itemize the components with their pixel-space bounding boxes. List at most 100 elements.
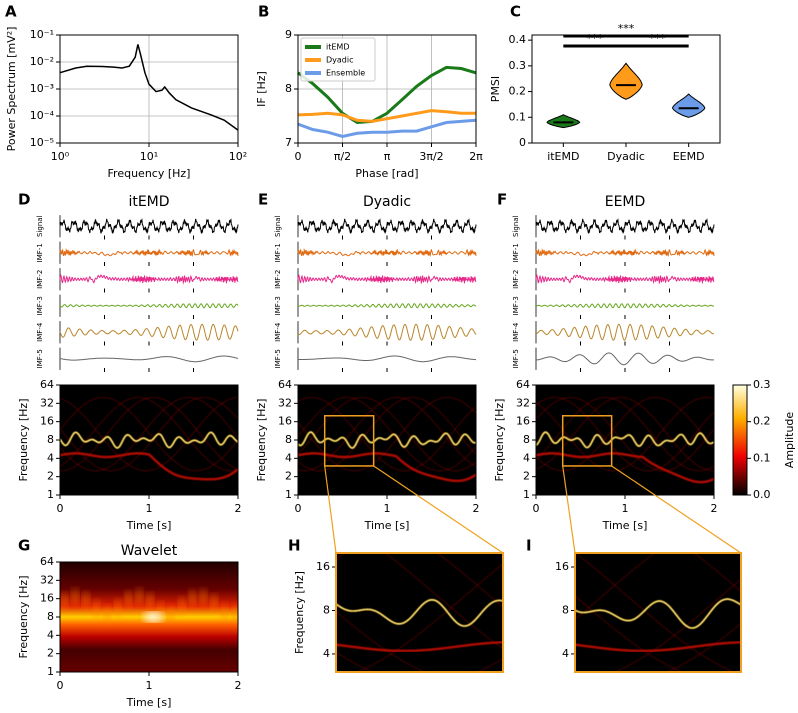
- channel-label: Signal: [36, 215, 44, 237]
- heatmap-image: [536, 385, 714, 495]
- y-tick-label: 8: [523, 433, 530, 446]
- heatmap-image: [60, 385, 238, 495]
- channel-label: IMF-2: [36, 270, 44, 289]
- y-tick-label: 10⁻¹: [30, 28, 54, 41]
- channel-label: IMF-1: [36, 243, 44, 262]
- y-tick-label: 8: [285, 433, 292, 446]
- y-tick-label: 0.1: [509, 110, 527, 123]
- series-line: [59, 44, 239, 131]
- heatmap-image: [298, 385, 476, 495]
- wavelet-blob: [71, 588, 80, 607]
- y-tick-label: 1: [523, 488, 530, 501]
- x-tick-label: EEMD: [673, 150, 705, 163]
- y-tick-label: 7: [285, 136, 292, 149]
- ridge: [60, 397, 238, 472]
- y-tick-label: 2: [47, 647, 54, 660]
- heatmap-image: [575, 553, 741, 672]
- x-tick-label: 2π: [469, 150, 483, 163]
- y-tick-label: 4: [523, 451, 530, 464]
- x-tick-label: 2: [711, 502, 718, 515]
- zoom-link: [373, 465, 504, 554]
- wavelet-blob: [231, 603, 238, 622]
- channel-label: IMF-4: [36, 322, 44, 342]
- trace: [535, 218, 715, 235]
- trace: [59, 323, 239, 341]
- colorbar-tick-label: 0.0: [753, 488, 771, 501]
- y-tick-label: 32: [516, 396, 530, 409]
- y-tick-label: 16: [316, 560, 330, 573]
- ridge: [384, 553, 503, 649]
- colorbar-tick-label: 0.1: [753, 451, 771, 464]
- y-tick-label: 32: [40, 396, 54, 409]
- y-axis-label: Frequency [Hz]: [17, 576, 30, 659]
- x-axis-label: Time [s]: [126, 519, 172, 532]
- colorbar-tick-label: 0.3: [753, 378, 771, 391]
- y-tick-label: 16: [40, 415, 54, 428]
- legend-label: Dyadic: [326, 56, 354, 65]
- y-tick-label: 2: [47, 470, 54, 483]
- violin: [546, 114, 581, 129]
- y-axis-label: Frequency [Hz]: [255, 399, 268, 482]
- channel-label: IMF-3: [274, 296, 282, 315]
- ridge: [336, 651, 503, 672]
- wavelet-blob: [103, 604, 112, 623]
- heatmap-image: [336, 553, 503, 672]
- ridge: [336, 599, 503, 627]
- ridge: [536, 397, 714, 472]
- heatmap-bg: [536, 385, 714, 495]
- wavelet-blob: [145, 592, 154, 611]
- x-tick-label: 3π/2: [419, 150, 443, 163]
- zoom-box: [323, 415, 375, 467]
- colorbar-label: Amplitude: [783, 412, 796, 469]
- y-tick-label: 4: [285, 451, 292, 464]
- wavelet-blob: [220, 602, 229, 621]
- wavelet-blob: [92, 599, 101, 618]
- y-tick-label: 4: [47, 451, 54, 464]
- y-tick-label: 64: [40, 378, 54, 391]
- heatmap-image: [60, 562, 238, 672]
- x-tick-label: 1: [146, 502, 153, 515]
- y-tick-label: 16: [40, 592, 54, 605]
- channel-label: IMF-5: [274, 349, 282, 368]
- trace: [298, 355, 476, 363]
- channel-label: IMF-1: [512, 243, 520, 262]
- zoom-box: [561, 415, 613, 467]
- zoom-link: [611, 465, 742, 554]
- axes-frame: [297, 384, 477, 496]
- ridge: [298, 397, 476, 472]
- axes-frame: [59, 561, 239, 673]
- trace: [535, 248, 715, 257]
- ridge: [336, 611, 426, 672]
- channel-label: IMF-2: [274, 270, 282, 289]
- channel-label: IMF-4: [512, 322, 520, 342]
- y-tick-label: 8: [562, 603, 569, 616]
- x-tick-label: 1: [622, 502, 629, 515]
- y-tick-label: 8: [285, 82, 292, 95]
- ridge: [336, 641, 503, 653]
- x-axis-label: Time [s]: [602, 519, 648, 532]
- trace: [59, 303, 239, 309]
- wavelet-blob: [113, 598, 122, 617]
- panel-letter: I: [526, 537, 532, 555]
- ridge: [298, 452, 476, 483]
- ridge: [536, 397, 714, 472]
- trace: [59, 248, 239, 257]
- x-tick-label: 0: [533, 502, 540, 515]
- y-tick-label: 64: [516, 378, 530, 391]
- axes-frame: [574, 552, 742, 673]
- panel-letter: H: [288, 537, 301, 555]
- x-tick-label: 2: [235, 502, 242, 515]
- ridge: [298, 397, 476, 472]
- panel-letter: B: [258, 3, 269, 21]
- significance-label: ***: [586, 32, 603, 45]
- ridge: [575, 553, 656, 620]
- y-tick-label: 4: [562, 647, 569, 660]
- y-tick-label: 1: [285, 488, 292, 501]
- wavelet-blob: [124, 590, 133, 609]
- y-tick-label: 16: [278, 415, 292, 428]
- y-tick-label: 10⁻³: [30, 82, 54, 95]
- y-tick-label: 2: [285, 470, 292, 483]
- legend-label: Ensemble: [326, 69, 365, 78]
- heatmap-bg: [336, 553, 503, 672]
- x-axis-label: Time [s]: [126, 696, 172, 709]
